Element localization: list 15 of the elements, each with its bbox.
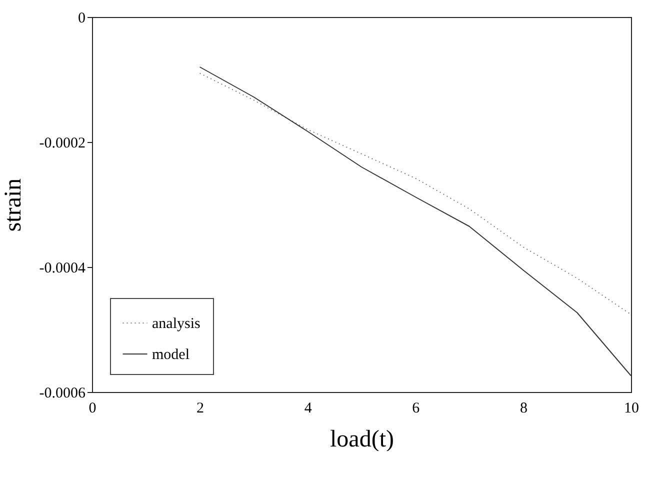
x-tick-label: 2 [196, 400, 204, 416]
x-tick-label: 6 [412, 400, 420, 416]
line-series [199, 72, 632, 315]
x-tick-label: 8 [520, 400, 528, 416]
y-tick-label: 0 [78, 10, 86, 26]
line-series [199, 66, 632, 376]
y-tick-label: -0.0002 [39, 136, 86, 152]
legend-label: analysis [152, 316, 200, 332]
legend-label: model [152, 347, 190, 363]
y-axis-title: strain [0, 178, 26, 232]
y-tick-label: -0.0006 [39, 386, 86, 402]
x-tick-label: 4 [304, 400, 312, 416]
y-tick-label: -0.0004 [39, 260, 86, 276]
x-tick-label: 10 [624, 400, 639, 416]
x-tick-label: 0 [88, 400, 96, 416]
